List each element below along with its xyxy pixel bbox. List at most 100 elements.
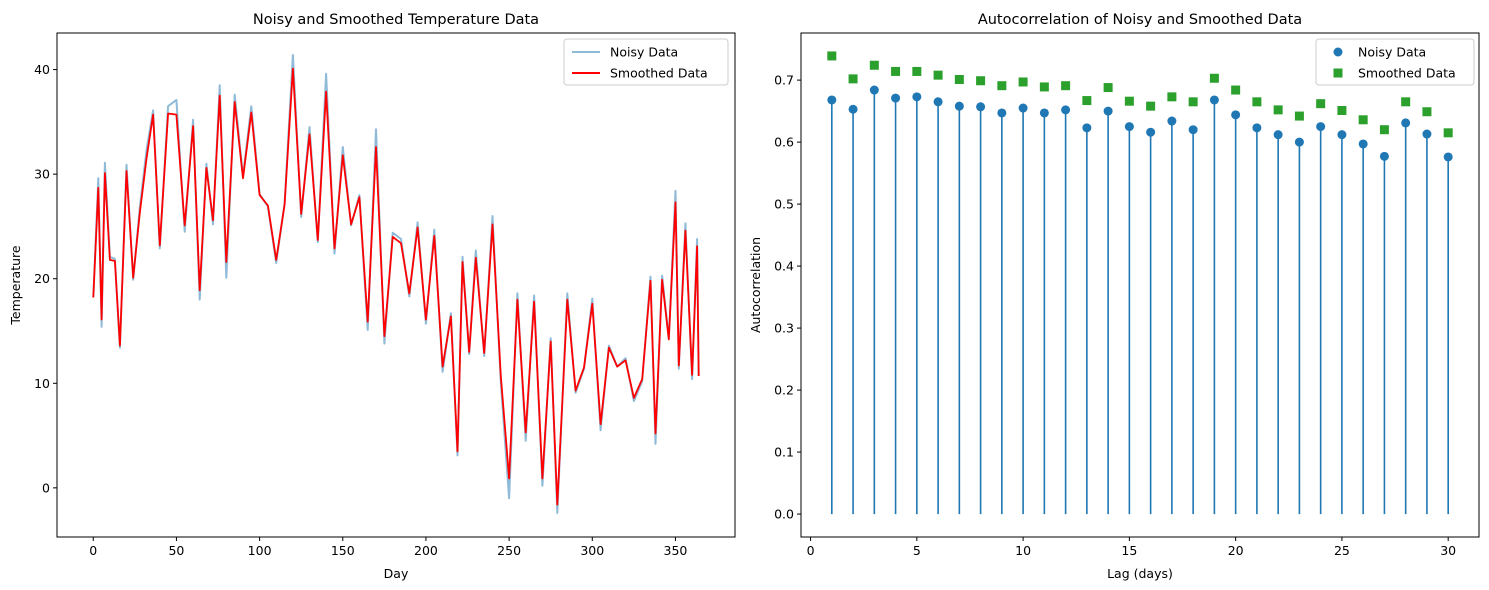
axes-frame <box>56 32 736 538</box>
legend-label: Smoothed Data <box>610 66 708 81</box>
legend-swatch <box>1333 47 1343 57</box>
smoothed-marker <box>891 66 901 76</box>
noisy-marker <box>1379 151 1389 161</box>
smoothed-marker <box>1167 92 1177 102</box>
x-axis-label: Day <box>384 566 409 581</box>
smoothed-marker <box>1443 128 1453 138</box>
legend-box <box>1315 38 1475 86</box>
plot-area <box>827 51 1453 515</box>
smoothed-marker <box>848 74 858 84</box>
x-tick-label: 200 <box>414 543 438 558</box>
y-tick-label: 20 <box>34 271 50 286</box>
smoothed-marker <box>1039 82 1049 92</box>
noisy-marker <box>1422 129 1432 139</box>
smoothed-marker <box>1188 97 1198 107</box>
x-tick-label: 250 <box>497 543 521 558</box>
x-tick-label: 15 <box>1121 543 1137 558</box>
y-tick-label: 0.1 <box>774 445 794 460</box>
x-tick-label: 300 <box>580 543 604 558</box>
noisy-marker <box>891 93 901 103</box>
legend-label: Noisy Data <box>610 45 678 60</box>
noisy-marker <box>1103 106 1113 116</box>
noisy-data-line <box>92 54 700 514</box>
noisy-marker <box>1337 130 1347 140</box>
smoothed-marker <box>1209 73 1219 83</box>
smoothed-marker <box>1124 96 1134 106</box>
noisy-marker <box>933 97 943 107</box>
noisy-marker <box>954 101 964 111</box>
y-tick-label: 0.5 <box>774 197 794 212</box>
legend-box <box>563 38 729 86</box>
x-tick-label: 350 <box>664 543 688 558</box>
noisy-marker <box>1018 103 1028 113</box>
smoothed-marker <box>1379 125 1389 135</box>
legend: Noisy Data Smoothed Data <box>1315 38 1475 86</box>
y-tick-label: 0.4 <box>774 259 794 274</box>
noisy-marker <box>1167 116 1177 126</box>
smoothed-marker <box>1082 96 1092 106</box>
y-axis-label: Autocorrelation <box>748 237 763 333</box>
x-tick-label: 20 <box>1228 543 1244 558</box>
legend-label: Noisy Data <box>1358 45 1426 60</box>
x-tick-label: 5 <box>913 543 921 558</box>
axes-frame <box>800 32 1480 538</box>
noisy-marker <box>976 102 986 112</box>
chart-title: Autocorrelation of Noisy and Smoothed Da… <box>978 12 1302 28</box>
y-tick-label: 40 <box>34 62 50 77</box>
smoothed-data-line <box>92 67 700 506</box>
chart-title: Noisy and Smoothed Temperature Data <box>253 12 539 28</box>
legend-swatch <box>1333 68 1343 78</box>
plot-area <box>92 54 700 514</box>
smoothed-marker <box>1061 81 1071 91</box>
noisy-marker <box>1039 108 1049 118</box>
legend-label: Smoothed Data <box>1358 66 1456 81</box>
smoothed-marker <box>933 70 943 80</box>
smoothed-marker <box>976 76 986 86</box>
noisy-marker <box>827 95 837 105</box>
x-tick-label: 100 <box>248 543 272 558</box>
smoothed-marker <box>1252 97 1262 107</box>
smoothed-marker <box>912 66 922 76</box>
noisy-marker <box>1231 110 1241 120</box>
y-tick-label: 0.6 <box>774 135 794 150</box>
legend: Noisy Data Smoothed Data <box>563 38 729 86</box>
noisy-marker <box>1294 137 1304 147</box>
smoothed-marker <box>827 51 837 61</box>
noisy-marker <box>1252 123 1262 133</box>
x-axis-label: Lag (days) <box>1107 566 1173 581</box>
smoothed-marker <box>997 81 1007 91</box>
x-tick-label: 0 <box>89 543 97 558</box>
noisy-marker <box>848 104 858 114</box>
smoothed-marker <box>1018 77 1028 87</box>
noisy-marker <box>1316 122 1326 132</box>
y-tick-label: 30 <box>34 167 50 182</box>
noisy-marker <box>1146 127 1156 137</box>
smoothed-marker <box>1401 97 1411 107</box>
noisy-marker <box>1209 95 1219 105</box>
x-tick-label: 0 <box>807 543 815 558</box>
smoothed-marker <box>954 74 964 84</box>
y-tick-label: 10 <box>34 376 50 391</box>
y-tick-label: 0.7 <box>774 73 794 88</box>
y-axis-label: Temperature <box>8 245 23 325</box>
tick-group: 0 5 10 15 20 25 30 0.0 0.1 0.2 0.3 0.4 0.5 0.6 0.7 <box>774 73 1456 558</box>
y-tick-label: 0.3 <box>774 321 794 336</box>
smoothed-marker <box>1231 85 1241 95</box>
smoothed-marker <box>1422 107 1432 117</box>
noisy-marker <box>1188 125 1198 135</box>
smoothed-marker <box>1337 105 1347 115</box>
noisy-marker <box>997 108 1007 118</box>
x-tick-label: 150 <box>331 543 355 558</box>
temperature-chart: Noisy and Smoothed Temperature Data Day … <box>8 12 736 581</box>
y-tick-label: 0.2 <box>774 383 794 398</box>
noisy-marker <box>1443 152 1453 162</box>
noisy-marker <box>912 92 922 102</box>
noisy-marker <box>1061 105 1071 115</box>
y-tick-label: 0.0 <box>774 507 794 522</box>
smoothed-marker <box>1273 105 1283 115</box>
noisy-marker <box>1401 118 1411 128</box>
x-tick-label: 50 <box>168 543 184 558</box>
tick-group: 0 50 100 150 200 250 300 350 0 10 20 30 40 <box>34 62 687 558</box>
smoothed-marker <box>1146 101 1156 111</box>
